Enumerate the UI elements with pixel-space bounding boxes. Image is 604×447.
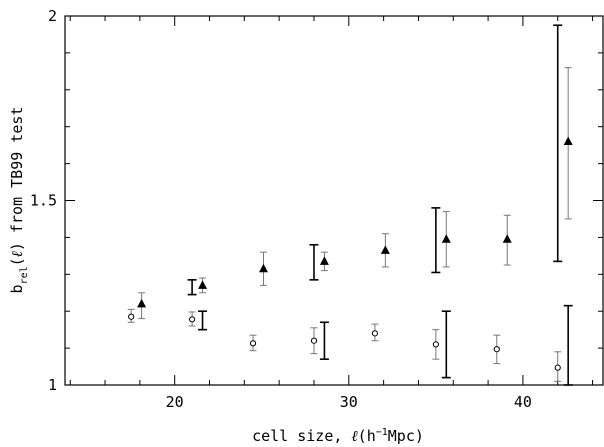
x-axis-ticks: 20 30 40 [69, 16, 594, 411]
circle-marker [554, 364, 561, 371]
circle-marker [432, 341, 439, 348]
triangle-marker [441, 234, 451, 243]
triangle-marker [319, 256, 329, 265]
y-axis-ticks: 11.52 [30, 7, 603, 394]
plot-frame [64, 15, 604, 386]
x-tick-label: 20 [166, 393, 184, 411]
y-tick-label: 2 [48, 7, 57, 25]
triangle-marker [563, 136, 573, 145]
y-tick-label: 1 [48, 376, 57, 394]
circle-marker [371, 330, 379, 337]
triangle-marker [198, 280, 208, 289]
circle-marker [249, 340, 257, 347]
triangle-marker [380, 245, 390, 254]
x-axis-title: cell size, ℓ(h−1Mpc) [252, 427, 424, 445]
triangle-marker [502, 234, 512, 243]
circle-marker [128, 313, 135, 320]
triangle-marker [137, 298, 147, 308]
errorbars [127, 24, 573, 386]
x-tick-label: 30 [340, 393, 358, 411]
plot-area-border [64, 15, 604, 386]
y-tick-label: 1.5 [30, 192, 57, 210]
circle-marker [189, 316, 196, 323]
x-tick-label: 40 [514, 393, 532, 411]
circle-marker [310, 337, 318, 344]
y-axis-title: brel(ℓ) from TB99 test [8, 107, 30, 294]
circle-marker [493, 346, 500, 353]
triangle-marker [258, 263, 268, 273]
markers [128, 136, 573, 371]
